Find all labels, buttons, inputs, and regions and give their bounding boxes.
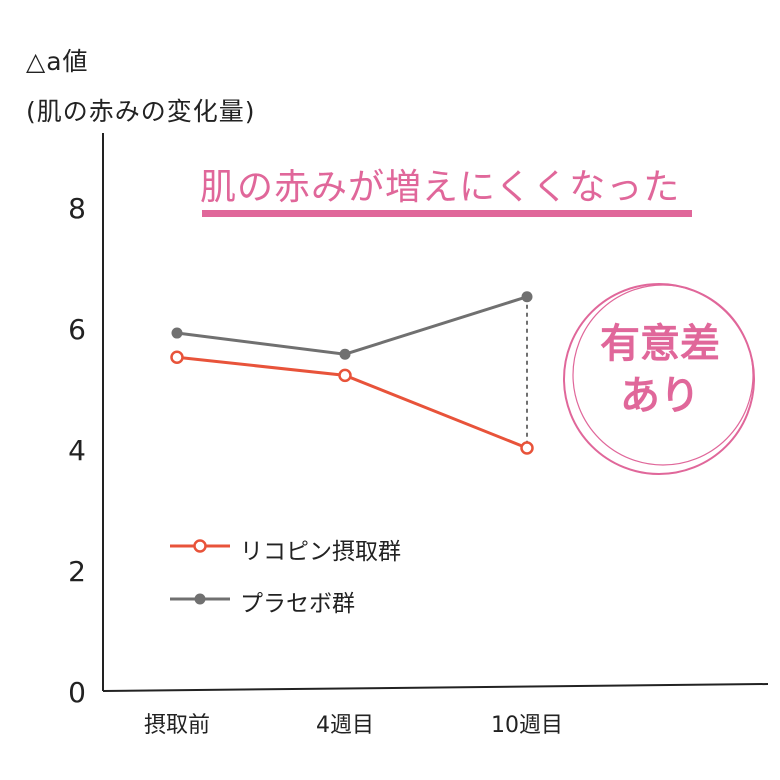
data-point <box>338 368 352 383</box>
x-tick-label: 摂取前 <box>144 713 210 738</box>
y-tick-label: 4 <box>68 434 86 467</box>
data-point <box>171 327 183 339</box>
data-point <box>339 348 351 360</box>
significance-line-2: あり <box>620 373 700 419</box>
legend-label-lycopene: リコピン摂取群 <box>240 539 401 565</box>
y-axis-label: △a値 <box>26 47 89 76</box>
x-tick-label: 4週目 <box>316 713 374 738</box>
significance-line-1: 有意差 <box>600 321 720 367</box>
y-tick-label: 2 <box>68 555 86 588</box>
y-tick-label: 0 <box>68 676 86 709</box>
y-axis-sublabel: (肌の赤みの変化量) <box>26 97 256 126</box>
legend-marker <box>194 593 206 605</box>
x-tick-label: 10週目 <box>491 713 563 738</box>
y-tick-label: 6 <box>68 313 86 346</box>
tick-labels: 0 2 4 6 8 摂取前 4週目 10週目 <box>68 192 563 738</box>
x-axis-line <box>102 683 769 692</box>
legend-label-placebo: プラセボ群 <box>240 591 355 617</box>
y-tick-label: 8 <box>68 192 86 225</box>
series-line <box>176 295 528 356</box>
data-point <box>520 441 534 455</box>
data-point <box>170 350 184 364</box>
legend-marker <box>193 539 207 553</box>
series-line <box>176 355 528 450</box>
data-point <box>521 291 533 303</box>
significance-badge <box>563 283 755 475</box>
badge-ring-outer <box>563 283 755 475</box>
legend-marks <box>170 539 230 605</box>
significance-text: 有意差 あり <box>565 318 755 422</box>
headline-annotation: 肌の赤みが増えにくくなった <box>200 167 681 208</box>
axes <box>102 133 769 692</box>
series-layer <box>170 291 534 455</box>
badge-ring-inner <box>572 284 754 466</box>
headline-underline <box>202 210 692 217</box>
